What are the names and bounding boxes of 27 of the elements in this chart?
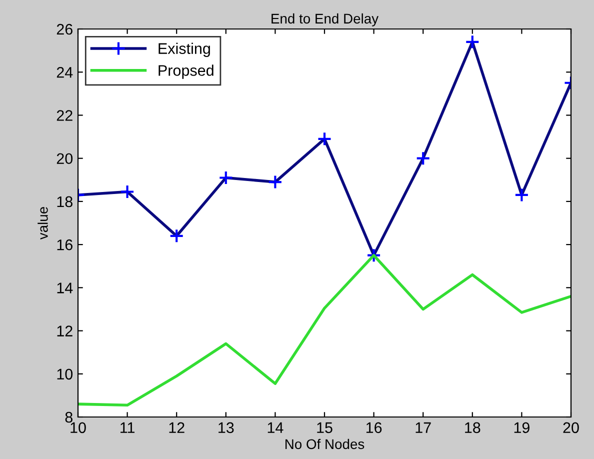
y-axis-title: value — [38, 207, 48, 240]
x-tick-label: 14 — [268, 422, 284, 433]
x-tick-label: 13 — [218, 422, 234, 434]
y-tick-label: 22 — [56, 110, 72, 121]
y-tick-label: 16 — [57, 239, 72, 250]
chart-title: End to End Delay — [272, 13, 379, 26]
x-tick-label: 16 — [366, 422, 382, 434]
x-tick-label: 10 — [70, 422, 86, 434]
x-tick-label: 11 — [120, 422, 134, 433]
y-tick-label: 14 — [57, 282, 73, 294]
line-series — [78, 254, 571, 407]
x-tick-label: 18 — [465, 422, 480, 434]
x-tick-label: 19 — [514, 422, 530, 434]
y-tick-label: 18 — [57, 196, 72, 208]
x-tick-label: 20 — [563, 422, 579, 434]
y-tick-label: 10 — [57, 368, 73, 380]
y-tick-label: 8 — [65, 412, 72, 423]
y-tick-label: 20 — [56, 153, 73, 164]
x-tick-label: 17 — [416, 422, 431, 433]
y-tick-label: 24 — [56, 66, 73, 78]
y-tick-label: 12 — [57, 326, 72, 336]
legend-label: Propsed — [158, 64, 214, 79]
y-tick-label: 26 — [56, 24, 72, 35]
x-axis-title: No Of Nodes — [286, 438, 364, 450]
x-tick-label: 15 — [317, 422, 332, 434]
x-tick-label: 12 — [169, 422, 184, 433]
legend-label: Existing — [158, 42, 210, 57]
